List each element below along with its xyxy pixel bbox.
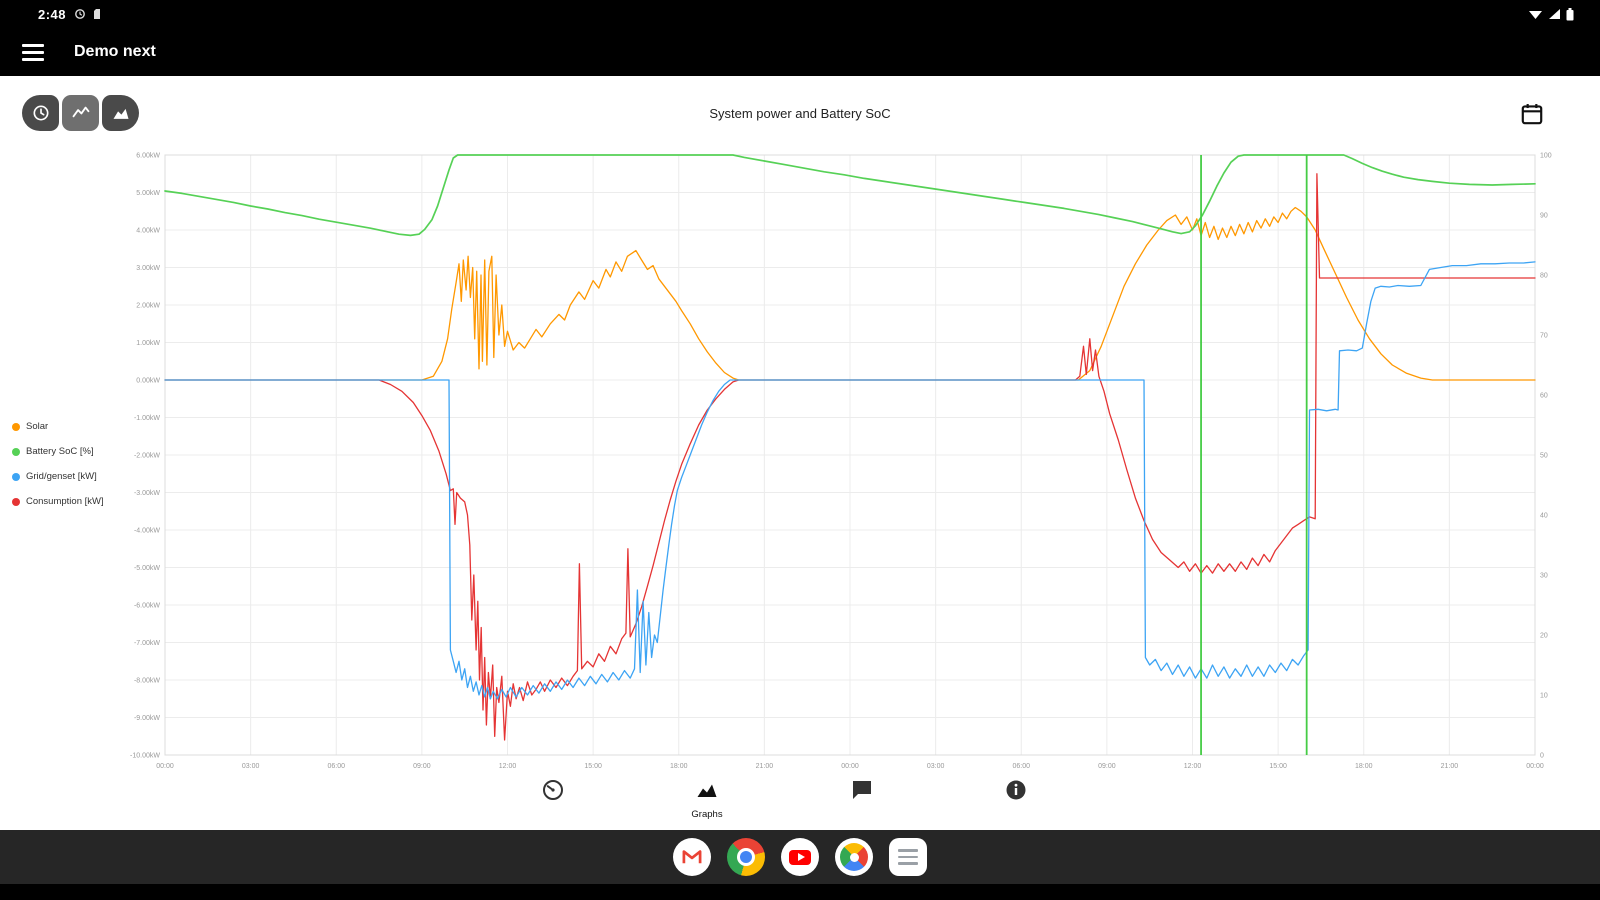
status-right-icons <box>1528 7 1574 21</box>
wifi-icon <box>1529 11 1542 19</box>
sd-card-icon <box>94 9 101 19</box>
svg-text:-8.00kW: -8.00kW <box>134 678 160 685</box>
status-bar: 2:48 <box>0 0 1600 28</box>
nav-info[interactable] <box>986 778 1046 807</box>
status-time: 2:48 <box>38 6 67 22</box>
battery-icon <box>1566 7 1574 20</box>
svg-text:00:00: 00:00 <box>156 763 174 770</box>
gmail-app-icon[interactable] <box>673 838 711 876</box>
date-range-button[interactable] <box>1516 98 1548 130</box>
svg-text:00:00: 00:00 <box>841 763 859 770</box>
gesture-bar-area <box>0 884 1600 900</box>
legend-dot-battery-soc <box>12 447 20 456</box>
graphs-icon <box>697 784 717 797</box>
chat-icon <box>853 781 871 799</box>
svg-text:-7.00kW: -7.00kW <box>134 640 160 647</box>
area-chart-icon <box>113 108 128 119</box>
svg-text:0.00kW: 0.00kW <box>136 378 160 385</box>
youtube-app-icon[interactable] <box>781 838 819 876</box>
signal-icon <box>1549 9 1560 19</box>
svg-text:06:00: 06:00 <box>1012 763 1030 770</box>
svg-text:09:00: 09:00 <box>1098 763 1116 770</box>
legend-item-battery-soc: Battery SoC [%] <box>12 439 104 464</box>
svg-text:12:00: 12:00 <box>1184 763 1202 770</box>
svg-text:21:00: 21:00 <box>1441 763 1459 770</box>
svg-text:40: 40 <box>1540 513 1548 520</box>
info-icon <box>1006 780 1026 800</box>
nav-graphs[interactable]: Graphs <box>677 778 737 820</box>
svg-text:18:00: 18:00 <box>1355 763 1373 770</box>
chart-legend: Solar Battery SoC [%] Grid/genset [kW] C… <box>12 414 104 514</box>
legend-label-grid-genset: Grid/genset [kW] <box>26 471 97 482</box>
svg-text:06:00: 06:00 <box>327 763 345 770</box>
svg-text:70: 70 <box>1540 333 1548 340</box>
status-left-icons <box>74 8 102 20</box>
alarm-icon <box>75 9 85 19</box>
chart-canvas[interactable]: 00:00 03:00 06:00 09:00 12:00 15:00 18:00 21:00… <box>0 76 1600 830</box>
nav-graphs-label: Graphs <box>691 809 723 820</box>
svg-text:18:00: 18:00 <box>670 763 688 770</box>
legend-item-solar: Solar <box>12 414 104 439</box>
svg-text:6.00kW: 6.00kW <box>136 153 160 160</box>
app-title: Demo next <box>74 43 156 60</box>
svg-text:03:00: 03:00 <box>242 763 260 770</box>
svg-text:12:00: 12:00 <box>499 763 517 770</box>
svg-text:-1.00kW: -1.00kW <box>134 415 160 422</box>
svg-text:-3.00kW: -3.00kW <box>134 490 160 497</box>
svg-text:21:00: 21:00 <box>756 763 774 770</box>
svg-text:15:00: 15:00 <box>584 763 602 770</box>
svg-text:-9.00kW: -9.00kW <box>134 715 160 722</box>
svg-text:30: 30 <box>1540 573 1548 580</box>
legend-dot-solar <box>12 422 20 431</box>
legend-dot-grid-genset <box>12 472 20 481</box>
nav-messages[interactable] <box>832 778 892 807</box>
svg-text:10: 10 <box>1540 693 1548 700</box>
view-toggle-group <box>22 95 139 131</box>
svg-text:5.00kW: 5.00kW <box>136 190 160 197</box>
app-list-icon[interactable] <box>889 838 927 876</box>
chart-title: System power and Battery SoC <box>709 106 891 121</box>
legend-label-solar: Solar <box>26 421 49 432</box>
svg-text:1.00kW: 1.00kW <box>136 340 160 347</box>
svg-text:0: 0 <box>1540 753 1544 760</box>
legend-label-consumption: Consumption [kW] <box>26 496 104 507</box>
menu-icon[interactable] <box>22 40 46 64</box>
clock-view-button[interactable] <box>22 95 59 131</box>
clock-icon <box>33 105 48 121</box>
dock <box>0 830 1600 884</box>
svg-text:3.00kW: 3.00kW <box>136 265 160 272</box>
svg-text:50: 50 <box>1540 453 1548 460</box>
gauge-icon <box>543 780 563 800</box>
svg-text:-6.00kW: -6.00kW <box>134 603 160 610</box>
app-bar: Demo next <box>0 28 1600 76</box>
svg-text:-2.00kW: -2.00kW <box>134 453 160 460</box>
svg-text:20: 20 <box>1540 633 1548 640</box>
nav-gauges[interactable] <box>523 778 583 807</box>
legend-item-grid-genset: Grid/genset [kW] <box>12 464 104 489</box>
svg-text:03:00: 03:00 <box>927 763 945 770</box>
svg-text:4.00kW: 4.00kW <box>136 228 160 235</box>
svg-text:90: 90 <box>1540 213 1548 220</box>
legend-label-battery-soc: Battery SoC [%] <box>26 446 94 457</box>
chart-page: 00:00 03:00 06:00 09:00 12:00 15:00 18:00 21:00… <box>0 76 1600 830</box>
svg-text:100: 100 <box>1540 153 1552 160</box>
svg-text:09:00: 09:00 <box>413 763 431 770</box>
svg-text:2.00kW: 2.00kW <box>136 303 160 310</box>
line-chart-icon <box>72 106 89 118</box>
svg-text:-4.00kW: -4.00kW <box>134 528 160 535</box>
calendar-icon <box>1521 104 1543 125</box>
legend-dot-consumption <box>12 497 20 506</box>
svg-text:60: 60 <box>1540 393 1548 400</box>
legend-item-consumption: Consumption [kW] <box>12 489 104 514</box>
photos-app-icon[interactable] <box>834 837 874 877</box>
gmail-m-icon <box>682 850 702 864</box>
line-chart-view-button[interactable] <box>62 95 99 131</box>
svg-text:-10.00kW: -10.00kW <box>130 753 160 760</box>
chrome-app-icon[interactable] <box>727 838 765 876</box>
svg-text:-5.00kW: -5.00kW <box>134 565 160 572</box>
area-chart-view-button[interactable] <box>102 95 139 131</box>
svg-text:80: 80 <box>1540 273 1548 280</box>
svg-text:15:00: 15:00 <box>1269 763 1287 770</box>
svg-text:00:00: 00:00 <box>1526 763 1544 770</box>
